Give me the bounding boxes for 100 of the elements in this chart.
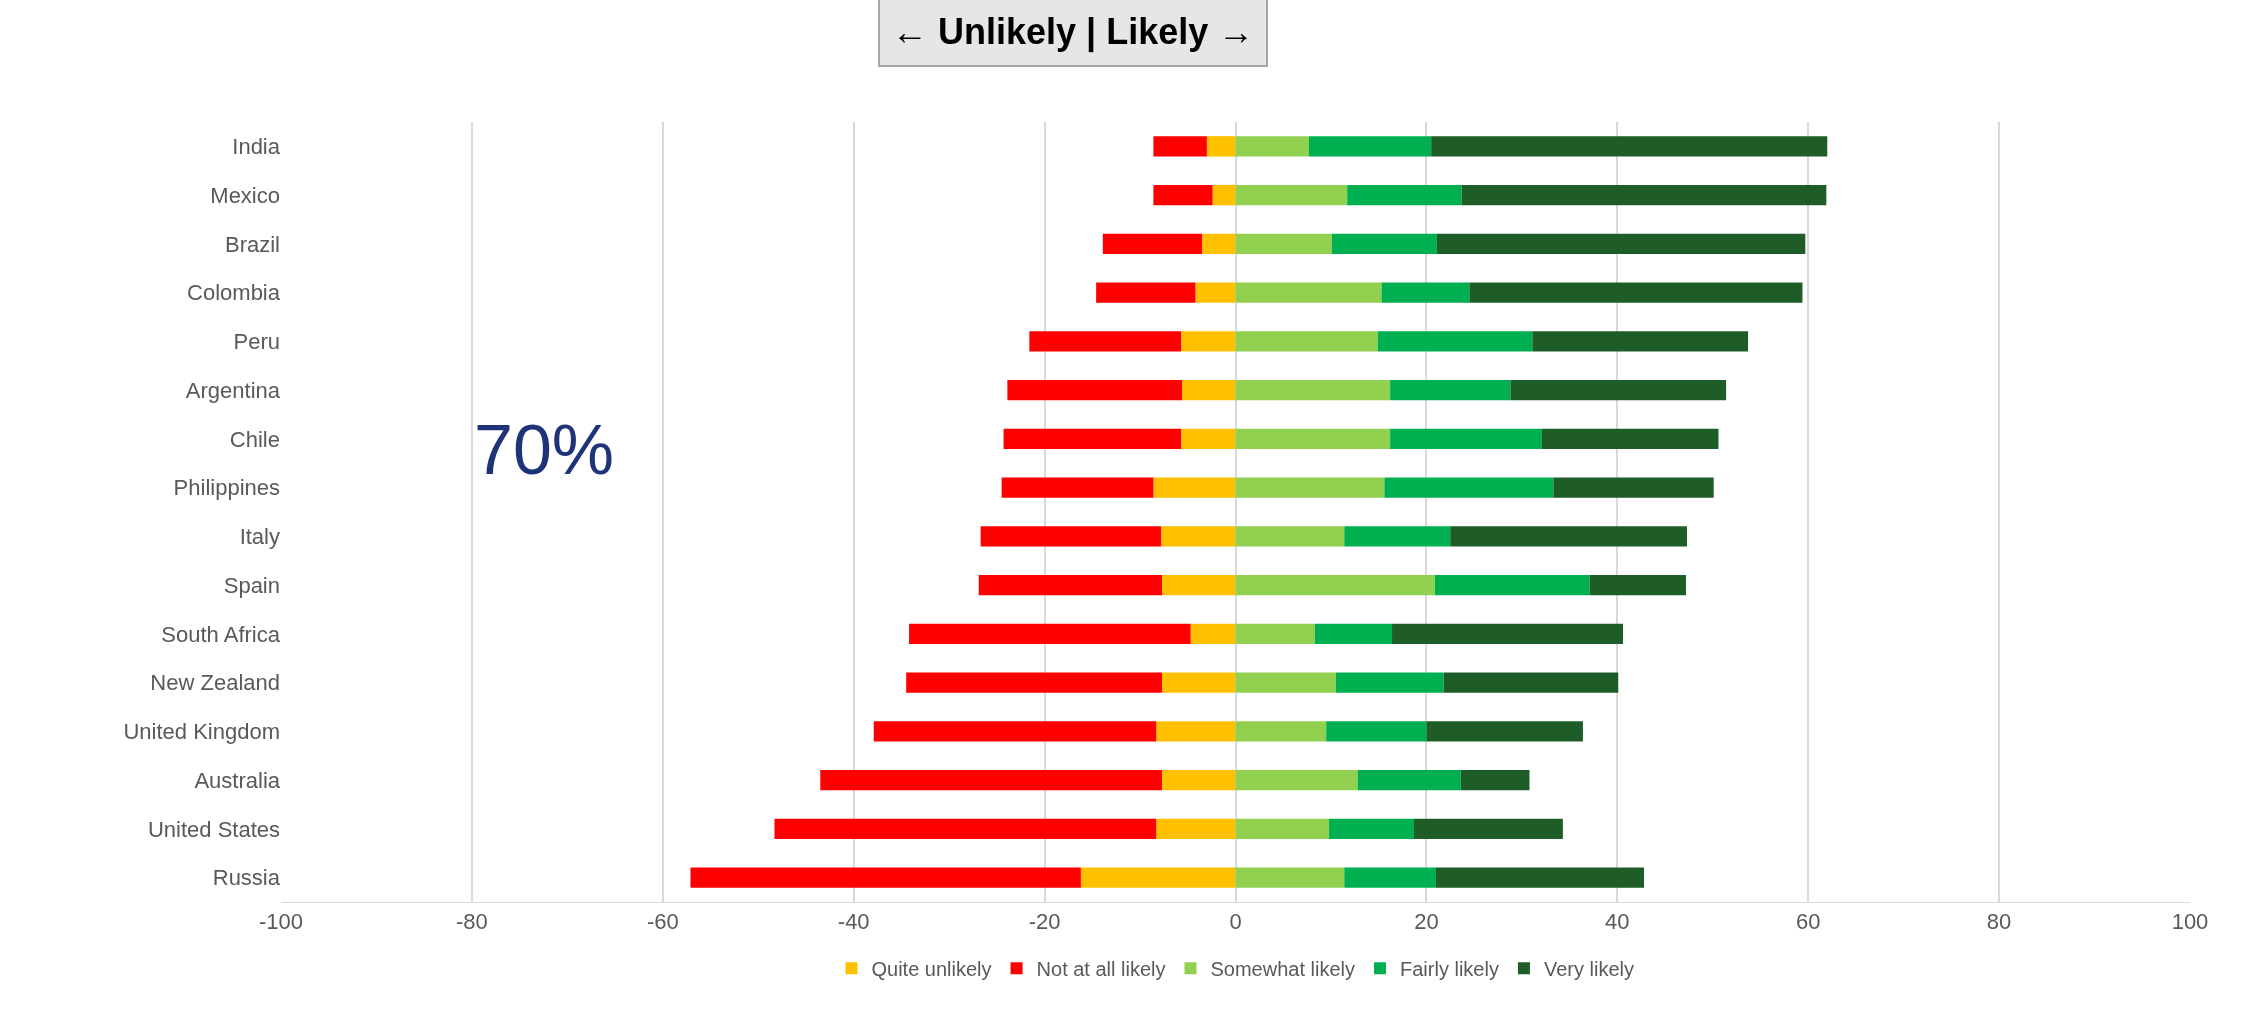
bar <box>1450 526 1687 547</box>
y-tick-label: South Africa <box>161 621 281 647</box>
bar <box>1235 721 1327 742</box>
bar <box>1469 282 1803 303</box>
bar <box>1532 331 1749 352</box>
x-tick-label: 0 <box>1229 909 1242 935</box>
bar <box>1156 818 1236 840</box>
x-tick-label: 40 <box>1605 909 1630 935</box>
bar <box>1235 526 1345 547</box>
bar <box>1235 379 1391 401</box>
bar <box>1436 233 1806 255</box>
bar <box>1153 136 1207 157</box>
y-tick-label: Brazil <box>224 231 280 257</box>
bar <box>1329 818 1414 840</box>
bar <box>1589 574 1687 596</box>
x-tick-label: 100 <box>2171 909 2209 935</box>
y-tick-label: New Zealand <box>150 670 280 696</box>
bar <box>1426 721 1583 742</box>
bar <box>1460 769 1530 791</box>
bar <box>1212 184 1236 206</box>
bar <box>1434 574 1590 596</box>
bar <box>1235 428 1391 450</box>
bar <box>1510 379 1727 401</box>
bar <box>980 526 1162 547</box>
bar <box>690 867 1081 888</box>
bar <box>1235 184 1348 206</box>
bar <box>820 769 1162 791</box>
bar <box>873 721 1157 742</box>
bar <box>1390 428 1542 450</box>
bar <box>1541 428 1719 450</box>
bar <box>1235 574 1435 596</box>
bar <box>1181 331 1236 352</box>
legend-label: Not at all likely <box>1036 958 1166 981</box>
x-tick-label: 60 <box>1795 909 1821 935</box>
x-tick-label: -20 <box>1028 909 1061 935</box>
bar <box>1007 379 1183 401</box>
legend-label: Somewhat likely <box>1210 958 1356 981</box>
bar <box>1153 477 1236 498</box>
bar <box>1392 623 1624 645</box>
y-tick-label: India <box>232 134 281 160</box>
bar <box>1461 184 1827 206</box>
bar <box>1182 379 1236 401</box>
bar <box>1413 818 1563 840</box>
bar <box>1384 477 1554 498</box>
bar <box>1344 867 1436 888</box>
bar <box>1235 623 1315 645</box>
bar <box>1102 233 1203 255</box>
bar <box>1553 477 1714 498</box>
bar <box>1195 282 1236 303</box>
bar <box>1190 623 1236 645</box>
y-tick-label: Australia <box>194 767 281 793</box>
y-tick-label: Spain <box>223 572 280 598</box>
bar <box>774 818 1157 840</box>
x-tick-label: -100 <box>258 909 304 935</box>
bar <box>1001 477 1154 498</box>
bar <box>1235 233 1332 255</box>
bar <box>1235 769 1358 791</box>
legend-label: Very likely <box>1543 958 1634 981</box>
x-tick-label: -60 <box>646 909 679 935</box>
y-tick-label: Chile <box>229 426 280 452</box>
bar <box>1377 331 1533 352</box>
bar <box>1357 769 1461 791</box>
bar <box>1309 136 1432 157</box>
bar <box>1435 867 1645 888</box>
y-tick-label: Mexico <box>210 182 280 208</box>
y-tick-label: Philippines <box>173 475 280 501</box>
x-tick-label: -80 <box>456 909 488 935</box>
y-tick-label: Peru <box>233 329 280 355</box>
bar <box>1326 721 1427 742</box>
bar <box>978 574 1162 596</box>
bar <box>909 623 1191 645</box>
bar <box>1390 379 1511 401</box>
bar <box>1206 136 1236 157</box>
bar <box>1162 769 1236 791</box>
bar <box>1181 428 1236 450</box>
annotation: 70% <box>474 411 615 489</box>
x-tick-label: 20 <box>1414 909 1439 935</box>
legend-label: Quite unlikely <box>871 958 992 981</box>
y-tick-label: United States <box>147 816 280 842</box>
bar <box>1235 477 1385 498</box>
bar <box>1235 672 1336 693</box>
bar <box>1235 282 1382 303</box>
bar <box>1153 184 1213 206</box>
bar <box>1314 623 1393 645</box>
bar <box>906 672 1162 693</box>
bar <box>1029 331 1182 352</box>
bar <box>1096 282 1196 303</box>
x-tick-label: -40 <box>837 909 870 935</box>
bar <box>1335 672 1444 693</box>
bar <box>1202 233 1236 255</box>
bar <box>1156 721 1236 742</box>
x-tick-label: 80 <box>1986 909 2012 935</box>
bar <box>1344 526 1451 547</box>
bar <box>1347 184 1462 206</box>
bar <box>1080 867 1236 888</box>
bar <box>1162 672 1236 693</box>
y-tick-label: Russia <box>212 865 281 891</box>
chart-title: ← Unlikely | Likely → <box>892 11 1255 53</box>
legend-label: Fairly likely <box>1400 958 1499 981</box>
bar <box>1443 672 1619 693</box>
